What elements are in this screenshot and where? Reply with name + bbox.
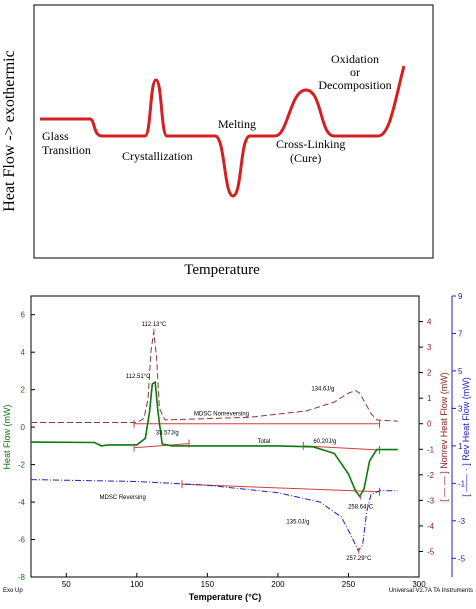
annotation-oxidation-line2: or bbox=[350, 65, 360, 79]
nonrev-tick-label: -3 bbox=[427, 496, 435, 505]
schematic-panel: Heat Flow -> exothermic Temperature Glas… bbox=[1, 4, 434, 278]
annotation-label: 257.29°C bbox=[346, 556, 372, 562]
annotation-crosslinking-line1: Cross-Linking bbox=[276, 137, 345, 151]
annotation-label: 112.51°C bbox=[126, 374, 151, 380]
annotation-oxidation-line1: Oxidation bbox=[331, 52, 379, 66]
left-tick-label: -2 bbox=[18, 461, 26, 470]
integration-baseline bbox=[133, 443, 190, 449]
nonrev-tick-label: -2 bbox=[427, 471, 435, 480]
annotation-label: MDSC Reversing bbox=[100, 495, 146, 501]
schematic-xlabel: Temperature bbox=[184, 262, 260, 278]
footer-instrument: Universal V2.7A TA Instruments bbox=[389, 588, 473, 594]
annotation-glass-line1: Glass bbox=[42, 129, 69, 143]
annotation-label: Total bbox=[257, 439, 270, 445]
rev-tick-label: 9 bbox=[458, 292, 463, 301]
rev-tick-label: 3 bbox=[458, 404, 463, 413]
footer-exo-up: Exo Up bbox=[3, 588, 23, 594]
x-tick-label: 300 bbox=[412, 580, 426, 589]
nonrev-tick-label: 2 bbox=[427, 369, 432, 378]
left-tick-label: 4 bbox=[21, 348, 26, 357]
nonrev-tick-label: -1 bbox=[427, 445, 435, 454]
rev-tick-label: 5 bbox=[458, 367, 463, 376]
rev-tick-label: -3 bbox=[458, 517, 466, 526]
left-tick-label: -6 bbox=[18, 536, 26, 545]
annotation-oxidation-line3: Decomposition bbox=[318, 78, 391, 92]
annotation-label: 135.0J/g bbox=[286, 519, 309, 525]
rev-tick-label: 1 bbox=[458, 442, 463, 451]
rev-tick-label: -1 bbox=[458, 479, 466, 488]
annotation-crosslinking-line2: (Cure) bbox=[290, 151, 321, 165]
annotations-layer: 112.13°C 112.51°C MDSC Nonreversing 134.6J/… bbox=[100, 322, 374, 562]
left-axis-ticks: 6 4 2 0 -2 -4 -6 -8 bbox=[18, 311, 35, 582]
nonrev-tick-label: 1 bbox=[427, 394, 432, 403]
nonrev-tick-label: -5 bbox=[427, 547, 435, 556]
dsc-chart: 6 4 2 0 -2 -4 -6 -8 4 3 2 1 0 -1 -2 -3 -4 -5 9 7 5 3 1 -1 -3 -5… bbox=[2, 292, 473, 602]
integration-baseline bbox=[303, 445, 380, 451]
nonrev-tick-label: -4 bbox=[427, 522, 435, 531]
annotation-label: 33.57J/g bbox=[156, 431, 179, 437]
x-tick-label: 250 bbox=[342, 580, 356, 589]
annotation-melting: Melting bbox=[218, 117, 256, 131]
annotation-glass-line2: Transition bbox=[42, 143, 91, 157]
annotation-label: MDSC Nonreversing bbox=[194, 412, 249, 418]
left-tick-label: 6 bbox=[21, 311, 26, 320]
schematic-ylabel: Heat Flow -> exothermic bbox=[1, 50, 18, 211]
x-tick-label: 200 bbox=[271, 580, 285, 589]
series-mdsc-reversing bbox=[30, 479, 398, 552]
schematic-frame bbox=[33, 4, 434, 259]
annotation-label: 258.64°C bbox=[348, 504, 374, 510]
nonrev-tick-label: 3 bbox=[427, 343, 432, 352]
rev-axis-label: [ —— · ] Rev Heat Flow (mW) bbox=[461, 377, 471, 497]
x-tick-label: 50 bbox=[62, 580, 71, 589]
left-tick-label: 0 bbox=[21, 423, 26, 432]
nonrev-axis-label: [ — — ] Nonrev Heat Flow (mW) bbox=[439, 372, 449, 502]
schematic-curve bbox=[40, 65, 406, 198]
integration-baseline bbox=[181, 483, 380, 493]
left-tick-label: -8 bbox=[18, 573, 26, 582]
annotation-crystallization: Crystallization bbox=[122, 149, 193, 163]
rev-tick-label: -5 bbox=[458, 554, 466, 563]
annotation-label: 112.13°C bbox=[142, 322, 167, 328]
marks-layer bbox=[133, 328, 380, 554]
left-axis-label: Heat Flow (mW) bbox=[2, 404, 12, 469]
plot-frame bbox=[30, 295, 420, 578]
baselines bbox=[133, 423, 380, 493]
x-axis-label: Temperature (°C) bbox=[189, 592, 261, 602]
nonrev-tick-label: 4 bbox=[427, 318, 432, 327]
nonrev-tick-label: 0 bbox=[427, 420, 432, 429]
left-tick-label: -4 bbox=[18, 498, 26, 507]
annotation-label: 60.20J/g bbox=[313, 439, 336, 445]
x-tick-label: 100 bbox=[130, 580, 144, 589]
annotation-label: 134.6J/g bbox=[311, 387, 334, 393]
x-axis-ticks: 50 100 150 200 250 300 bbox=[62, 573, 426, 589]
left-tick-label: 2 bbox=[21, 386, 26, 395]
rev-tick-label: 7 bbox=[458, 329, 463, 338]
rev-axis-ticks: 9 7 5 3 1 -1 -3 -5 bbox=[451, 292, 466, 577]
nonrev-axis-ticks: 4 3 2 1 0 -1 -2 -3 -4 -5 bbox=[419, 318, 435, 556]
x-tick-label: 150 bbox=[201, 580, 215, 589]
